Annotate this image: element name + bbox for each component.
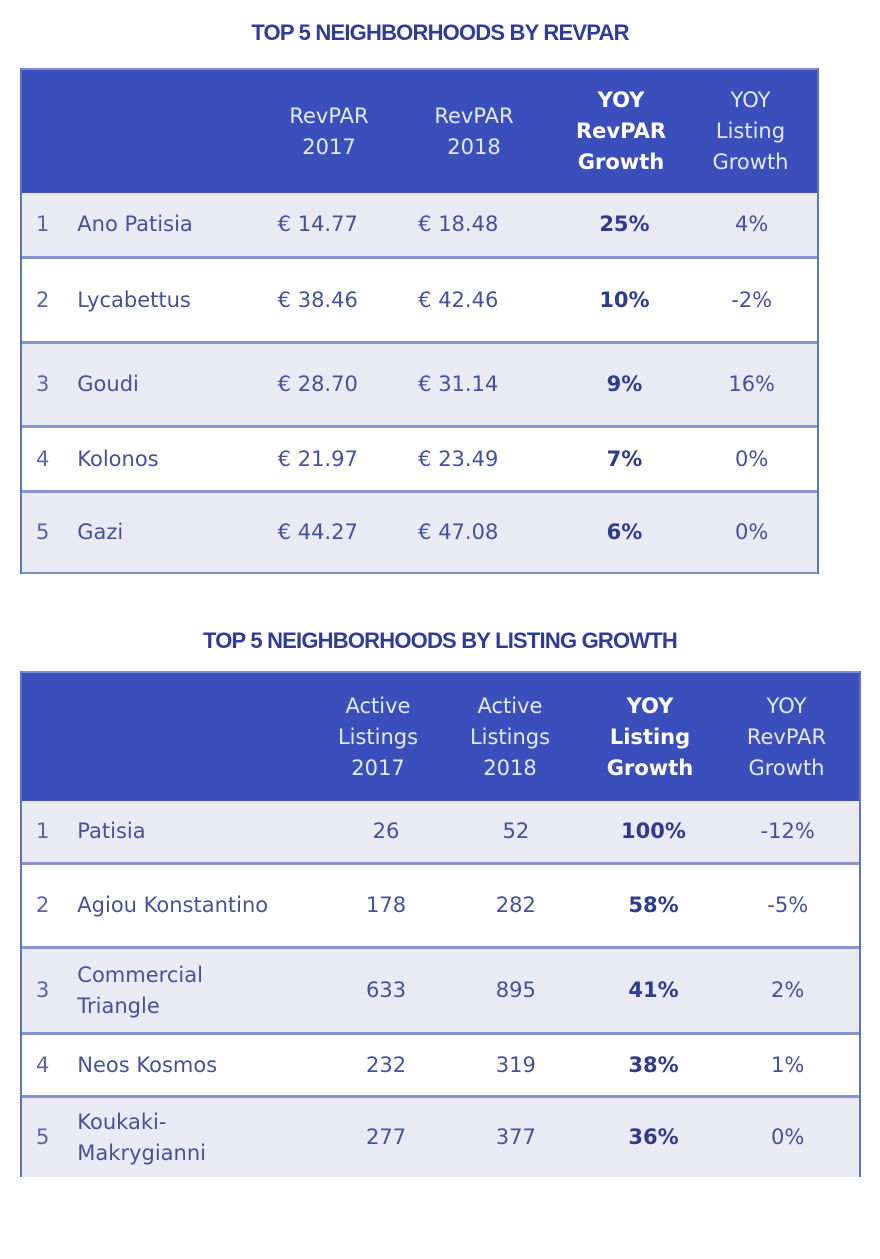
revpar-2017-cell: € 44.27 xyxy=(277,520,358,544)
neighborhood-cell: Kolonos xyxy=(77,446,159,471)
header-yoy-listing-growth: YOY Listing Growth xyxy=(606,693,694,780)
header-revpar-2018: RevPAR 2018 xyxy=(434,103,514,159)
header-yoy-revpar-growth: YOY RevPAR Growth xyxy=(576,88,666,174)
revpar-2017-cell: € 38.46 xyxy=(277,287,358,312)
listings-2018-cell: 895 xyxy=(495,978,536,1002)
revpar-2017-cell: € 14.77 xyxy=(277,212,358,236)
table-row: 5 Gazi € 44.27 € 47.08 6% 0% xyxy=(22,490,817,574)
listings-2017-cell: 633 xyxy=(366,978,407,1002)
yoy-revpar-growth-cell: 25% xyxy=(599,212,650,236)
table-row: 3 Commercial Triangle 633 895 41% 2% xyxy=(22,946,859,1032)
revpar-2018-cell: € 42.46 xyxy=(418,287,499,312)
revpar-2018-cell: € 23.49 xyxy=(418,446,499,471)
listing-table-title: TOP 5 NEIGHBORHOODS BY LISTING GROWTH xyxy=(202,628,678,653)
table-row: 3 Goudi € 28.70 € 31.14 9% 16% xyxy=(22,341,817,425)
neighborhood-cell: Neos Kosmos xyxy=(77,1052,218,1077)
rank-cell: 5 xyxy=(36,520,50,544)
neighborhood-cell: Patisia xyxy=(77,819,146,843)
rank-cell: 5 xyxy=(36,1125,50,1149)
header-listings-2018: Active Listings 2018 xyxy=(469,693,551,780)
yoy-revpar-growth-cell: 10% xyxy=(599,287,650,312)
header-yoy-revpar-growth: YOY RevPAR Growth xyxy=(746,693,827,780)
listings-2018-cell: 282 xyxy=(495,893,536,917)
table-row: 5 Koukaki- Makrygianni 277 377 36% 0% xyxy=(22,1095,859,1177)
neighborhood-cell: Agiou Konstantino xyxy=(77,893,269,917)
yoy-listing-growth-cell: 41% xyxy=(628,978,679,1002)
listings-2017-cell: 26 xyxy=(372,819,400,843)
header-revpar-2017: RevPAR 2017 xyxy=(289,103,369,159)
listings-2018-cell: 319 xyxy=(495,1052,536,1077)
rank-cell: 1 xyxy=(36,212,50,236)
yoy-revpar-growth-cell: 6% xyxy=(606,520,643,544)
table-row: 1 Ano Patisia € 14.77 € 18.48 25% 4% xyxy=(22,193,817,256)
header-yoy-listing-growth: YOY Listing Growth xyxy=(712,88,789,174)
rank-cell: 2 xyxy=(36,893,50,917)
revpar-2018-cell: € 31.14 xyxy=(418,372,499,396)
revpar-2018-cell: € 18.48 xyxy=(418,212,499,236)
listings-2018-cell: 377 xyxy=(495,1125,536,1149)
neighborhood-cell: Commercial Triangle xyxy=(77,962,203,1018)
yoy-revpar-growth-cell: 9% xyxy=(606,372,643,396)
listings-2017-cell: 178 xyxy=(366,893,407,917)
rank-cell: 2 xyxy=(36,287,50,312)
neighborhood-cell: Koukaki- Makrygianni xyxy=(77,1109,206,1165)
table-row: 4 Neos Kosmos 232 319 38% 1% xyxy=(22,1032,859,1095)
listing-table-header: Active Listings 2017 Active Listings 201… xyxy=(22,671,859,801)
yoy-listing-growth-cell: -2% xyxy=(731,287,773,312)
header-rank xyxy=(22,673,78,801)
table-row: 2 Lycabettus € 38.46 € 42.46 10% -2% xyxy=(22,256,817,341)
revpar-table-title: TOP 5 NEIGHBORHOODS BY REVPAR xyxy=(251,20,629,45)
revpar-2018-cell: € 47.08 xyxy=(418,520,499,544)
yoy-listing-growth-cell: 36% xyxy=(628,1125,679,1149)
neighborhood-cell: Lycabettus xyxy=(77,287,191,312)
rank-cell: 3 xyxy=(36,978,50,1002)
yoy-listing-growth-cell: 100% xyxy=(621,819,686,843)
revpar-table: RevPAR 2017 RevPAR 2018 YOY RevPAR Growt… xyxy=(20,68,819,574)
rank-cell: 4 xyxy=(36,1052,50,1077)
listings-2018-cell: 52 xyxy=(502,819,530,843)
header-rank xyxy=(22,70,78,193)
yoy-listing-growth-cell: 16% xyxy=(728,372,776,396)
table-row: 2 Agiou Konstantino 178 282 58% -5% xyxy=(22,862,859,946)
table-row: 1 Patisia 26 52 100% -12% xyxy=(22,801,859,862)
yoy-listing-growth-cell: 0% xyxy=(735,446,769,471)
neighborhood-cell: Gazi xyxy=(77,520,124,544)
rank-cell: 1 xyxy=(36,819,50,843)
yoy-listing-growth-cell: 58% xyxy=(628,893,679,917)
rank-cell: 4 xyxy=(36,446,50,471)
yoy-revpar-growth-cell: -5% xyxy=(767,893,809,917)
header-name xyxy=(78,70,268,193)
neighborhood-cell: Ano Patisia xyxy=(77,212,193,236)
listings-2017-cell: 232 xyxy=(366,1052,407,1077)
revpar-table-header: RevPAR 2017 RevPAR 2018 YOY RevPAR Growt… xyxy=(22,68,817,193)
table-row: 4 Kolonos € 21.97 € 23.49 7% 0% xyxy=(22,425,817,490)
yoy-listing-growth-cell: 4% xyxy=(735,212,769,236)
header-name xyxy=(78,673,322,801)
listings-2017-cell: 277 xyxy=(366,1125,407,1149)
yoy-revpar-growth-cell: -12% xyxy=(760,819,815,843)
yoy-listing-growth-cell: 38% xyxy=(628,1052,679,1077)
rank-cell: 3 xyxy=(36,372,50,396)
yoy-revpar-growth-cell: 1% xyxy=(771,1052,805,1077)
yoy-revpar-growth-cell: 0% xyxy=(771,1125,805,1149)
neighborhood-cell: Goudi xyxy=(77,372,139,396)
revpar-2017-cell: € 28.70 xyxy=(277,372,358,396)
revpar-2017-cell: € 21.97 xyxy=(277,446,358,471)
yoy-listing-growth-cell: 0% xyxy=(735,520,769,544)
yoy-revpar-growth-cell: 2% xyxy=(771,978,805,1002)
yoy-revpar-growth-cell: 7% xyxy=(606,446,643,471)
header-listings-2017: Active Listings 2017 xyxy=(337,693,419,780)
listing-table: Active Listings 2017 Active Listings 201… xyxy=(20,671,861,1177)
